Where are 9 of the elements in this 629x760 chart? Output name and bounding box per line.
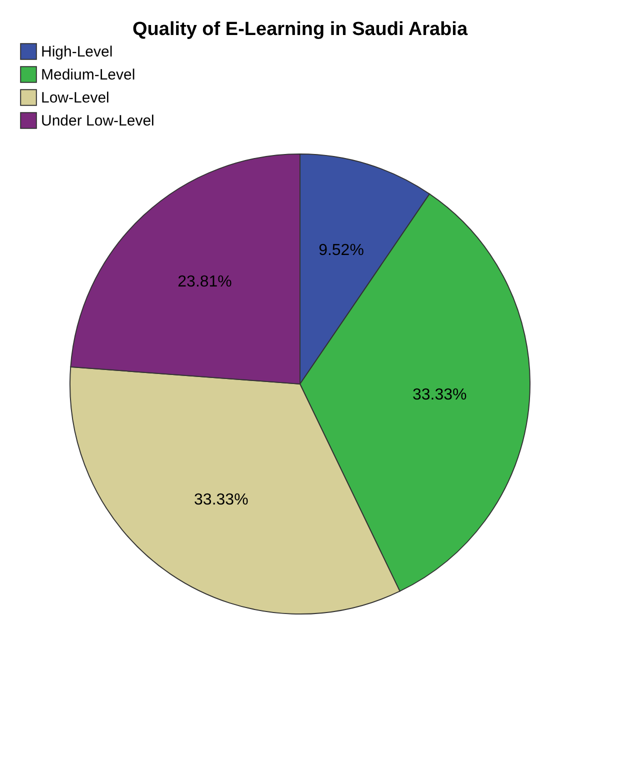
data-label: 23.81% (178, 273, 232, 290)
legend-label: Medium-Level (41, 66, 136, 84)
data-label: 33.33% (412, 386, 467, 404)
data-label: 9.52% (318, 242, 364, 260)
legend-label: High-Level (41, 44, 113, 60)
legend-label: Under Low-Level (41, 112, 154, 130)
legend-label: Low-Level (41, 90, 110, 106)
chart-title: Quality of E-Learning in Saudi Arabia (132, 19, 468, 40)
data-label: 33.33% (194, 492, 248, 509)
